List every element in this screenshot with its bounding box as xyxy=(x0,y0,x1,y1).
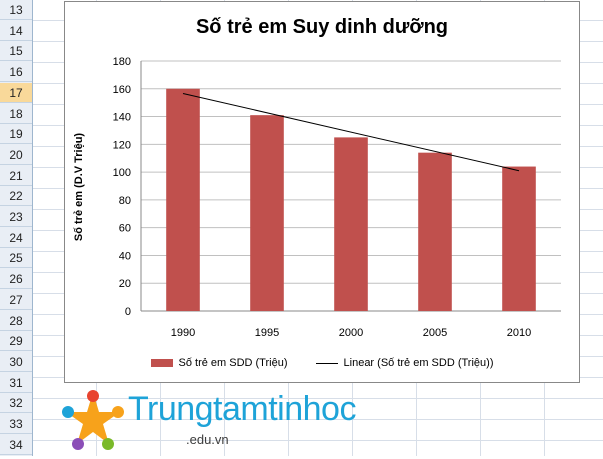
y-tick-label: 160 xyxy=(113,84,131,96)
plot-svg: 0 20 40 60 80 100 120 140 160 180 1990 1995 2000 2005… xyxy=(113,56,561,339)
x-tick-label: 1990 xyxy=(171,327,195,339)
row-number[interactable]: 19 xyxy=(0,124,32,145)
y-tick-label: 100 xyxy=(113,167,131,179)
y-tick-label: 60 xyxy=(119,223,131,235)
row-number[interactable]: 17 xyxy=(0,82,32,103)
row-number[interactable]: 24 xyxy=(0,228,32,248)
row-number[interactable]: 22 xyxy=(0,186,32,207)
row-number[interactable]: 25 xyxy=(0,248,32,269)
row-number[interactable]: 28 xyxy=(0,311,32,331)
row-number[interactable]: 26 xyxy=(0,269,32,290)
row-number[interactable]: 33 xyxy=(0,414,32,434)
y-tick-label: 140 xyxy=(113,112,131,124)
row-number[interactable]: 21 xyxy=(0,166,32,186)
row-number[interactable]: 16 xyxy=(0,62,32,83)
star-logo-icon xyxy=(62,390,124,450)
row-number[interactable]: 31 xyxy=(0,373,32,393)
logo-text: Trungtamtinhoc xyxy=(128,390,356,428)
x-tick-label: 1995 xyxy=(255,327,279,339)
legend-item-trendline: Linear (Số trẻ em SDD (Triệu)) xyxy=(315,357,494,369)
brand-logo: Trungtamtinhoc .edu.vn xyxy=(58,388,378,454)
legend-line-swatch xyxy=(315,362,338,364)
y-tick-label: 180 xyxy=(113,56,131,68)
row-number[interactable]: 32 xyxy=(0,393,32,414)
row-header: 13 14 15 16 17 18 19 20 21 22 23 24 25 26 27 28 29 30 31 32… xyxy=(0,0,33,456)
y-tick-label: 80 xyxy=(119,195,131,207)
legend-label-trendline: Linear (Số trẻ em SDD (Triệu)) xyxy=(343,357,494,369)
row-number[interactable]: 13 xyxy=(0,0,32,20)
bar xyxy=(334,137,368,311)
legend: Số trẻ em SDD (Triệu) Linear (Số trẻ em … xyxy=(65,357,579,369)
legend-swatch xyxy=(150,359,173,367)
y-tick-label: 0 xyxy=(125,306,131,318)
legend-label-series: Số trẻ em SDD (Triệu) xyxy=(178,357,288,369)
x-tick-label: 2010 xyxy=(507,327,531,339)
trendline xyxy=(182,93,520,172)
bar xyxy=(166,88,200,312)
bar xyxy=(502,166,536,311)
bar xyxy=(418,152,452,311)
row-number[interactable]: 15 xyxy=(0,41,32,62)
row-number[interactable]: 23 xyxy=(0,207,32,227)
y-tick-label: 20 xyxy=(119,278,131,290)
row-number[interactable]: 18 xyxy=(0,104,32,124)
row-number[interactable]: 20 xyxy=(0,145,32,165)
row-number[interactable]: 30 xyxy=(0,352,32,372)
legend-item-series: Số trẻ em SDD (Triệu) xyxy=(150,357,288,369)
y-tick-label: 120 xyxy=(113,139,131,151)
row-number[interactable]: 14 xyxy=(0,21,32,41)
x-tick-label: 2005 xyxy=(423,327,447,339)
x-tick-label: 2000 xyxy=(339,327,363,339)
chart-title: Số trẻ em Suy dinh dưỡng xyxy=(195,16,449,38)
row-number[interactable]: 29 xyxy=(0,331,32,352)
row-number[interactable]: 34 xyxy=(0,435,32,455)
bar xyxy=(250,115,284,312)
y-tick-label: 40 xyxy=(119,250,131,262)
logo-subtext: .edu.vn xyxy=(186,432,229,447)
row-number[interactable]: 27 xyxy=(0,290,32,310)
chart-area[interactable]: Số trẻ em Suy dinh dưỡng Số trẻ em (D.V … xyxy=(64,1,580,383)
